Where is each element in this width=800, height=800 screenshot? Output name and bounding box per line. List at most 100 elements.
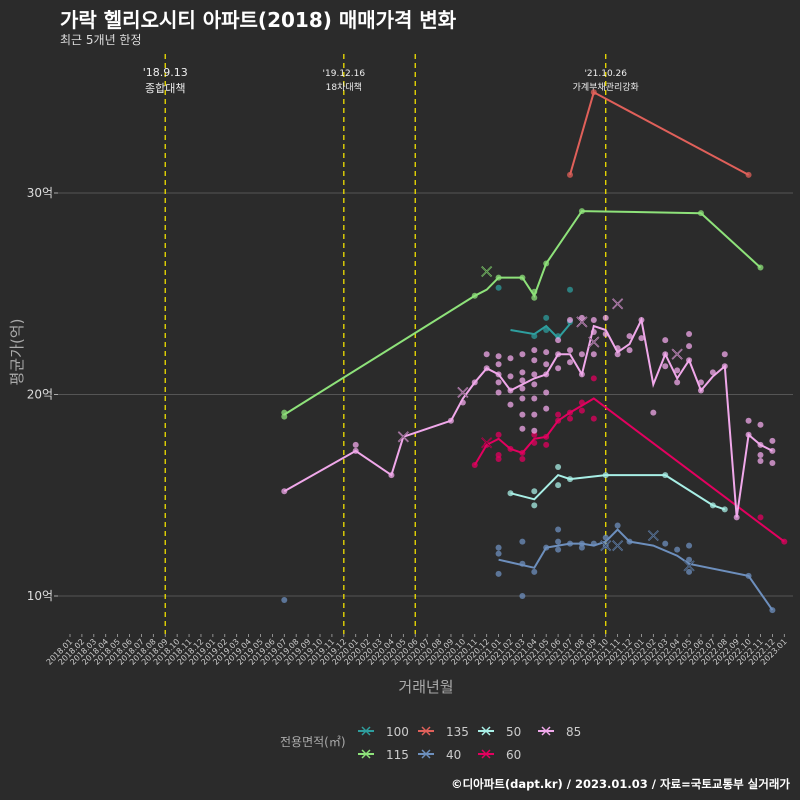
data-point-85 (578, 351, 585, 358)
legend-label: 50 (506, 725, 521, 739)
data-point-85 (507, 373, 514, 380)
cancelled-marker-outline (648, 530, 659, 541)
legend-label: 115 (386, 748, 409, 762)
data-point-85 (686, 357, 693, 364)
data-point-40 (686, 568, 693, 575)
data-point-85 (721, 351, 728, 358)
data-point-60 (519, 455, 526, 462)
data-point-60 (590, 415, 597, 422)
data-point-85 (769, 460, 776, 467)
data-point-40 (686, 542, 693, 549)
data-point-50 (602, 472, 609, 479)
y-tick-label: 10억 (27, 589, 53, 603)
data-point-85 (519, 351, 526, 358)
footer-credit: ©디아파트(dapt.kr) / 2023.01.03 / 자료=국토교통부 실… (451, 777, 790, 791)
data-point-85 (543, 405, 550, 412)
data-point-115 (495, 274, 502, 281)
data-point-85 (709, 369, 716, 376)
legend-key-cross (421, 749, 431, 759)
data-point-85 (555, 337, 562, 344)
data-point-85 (483, 351, 490, 358)
legend-key-cross (361, 749, 371, 759)
cancelled-marker-outline (576, 316, 588, 328)
data-point-135 (745, 171, 752, 178)
legend-label: 100 (386, 725, 409, 739)
data-point-85 (590, 316, 597, 323)
data-point-40 (519, 560, 526, 567)
data-point-50 (709, 502, 716, 509)
data-point-85 (626, 347, 633, 354)
data-point-50 (555, 482, 562, 489)
cancelled-marker-outline (481, 437, 492, 449)
data-point-85 (543, 371, 550, 378)
data-point-60 (567, 415, 574, 422)
data-point-40 (519, 538, 526, 545)
data-point-85 (674, 379, 681, 386)
data-point-40 (769, 607, 776, 614)
data-point-40 (555, 526, 562, 533)
data-point-85 (662, 351, 669, 358)
data-point-85 (590, 329, 597, 336)
data-point-85 (543, 349, 550, 356)
data-point-85 (495, 379, 502, 386)
data-point-85 (567, 316, 574, 323)
data-point-40 (590, 540, 597, 547)
data-point-40 (614, 522, 621, 529)
data-point-40 (495, 570, 502, 577)
data-point-85 (662, 363, 669, 370)
data-point-60 (590, 375, 597, 382)
data-point-85 (686, 343, 693, 350)
data-point-85 (352, 441, 359, 448)
event-label: 가계부채관리강화 (573, 81, 639, 93)
y-tick-label: 30억 (27, 186, 53, 200)
cancelled-marker-outline (588, 336, 600, 348)
data-point-100 (567, 286, 574, 293)
data-point-85 (531, 427, 538, 434)
data-point-115 (519, 274, 526, 281)
data-point-85 (567, 347, 574, 354)
data-point-85 (769, 437, 776, 444)
data-point-60 (555, 417, 562, 424)
data-point-40 (519, 593, 526, 599)
data-point-50 (721, 506, 728, 513)
data-point-85 (519, 385, 526, 392)
data-point-85 (638, 316, 645, 323)
cancelled-marker-outline (612, 540, 623, 551)
data-point-85 (447, 417, 454, 424)
data-point-40 (662, 540, 669, 547)
legend-key-cross (361, 726, 371, 736)
data-point-40 (674, 546, 681, 553)
data-point-85 (531, 347, 538, 354)
legend-key-cross (421, 726, 431, 736)
chart-subtitle: 최근 5개년 한정 (60, 33, 142, 47)
data-point-85 (531, 357, 538, 364)
data-point-50 (662, 472, 669, 479)
data-point-85 (697, 379, 704, 386)
series-line-50 (510, 473, 726, 511)
data-point-85 (543, 389, 550, 396)
data-point-85 (519, 425, 526, 432)
cancelled-marker-outline (600, 540, 611, 551)
data-point-85 (352, 447, 359, 454)
data-point-85 (674, 367, 681, 374)
data-point-85 (757, 441, 764, 448)
data-point-85 (745, 431, 752, 438)
data-point-85 (757, 421, 764, 428)
data-point-100 (543, 327, 550, 334)
data-point-50 (531, 488, 538, 495)
legend-key-cross (541, 726, 551, 736)
data-point-85 (519, 369, 526, 376)
data-point-85 (531, 395, 538, 402)
data-point-115 (543, 260, 550, 267)
plot-panel (58, 50, 793, 634)
data-point-60 (757, 514, 764, 521)
data-point-50 (567, 476, 574, 483)
event-date: '21.10.26 (584, 69, 627, 79)
data-point-85 (590, 351, 597, 358)
data-point-60 (507, 445, 514, 452)
data-point-40 (745, 572, 752, 579)
data-point-85 (507, 401, 514, 408)
cancelled-marker-outline (683, 560, 695, 572)
data-point-115 (281, 413, 288, 420)
legend-label: 60 (506, 748, 521, 762)
